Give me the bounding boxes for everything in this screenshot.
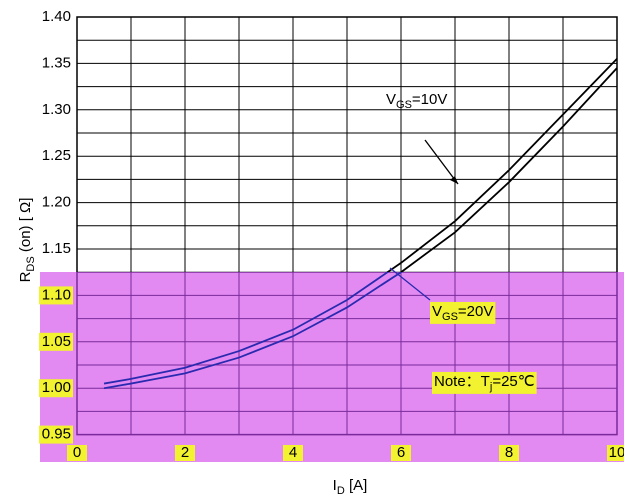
arrow-head (450, 176, 458, 184)
tick-highlight (39, 286, 73, 305)
annotation-sub: GS (396, 99, 412, 111)
annotation-sub: j (489, 381, 492, 393)
x-axis-label: ID [A] (333, 477, 368, 497)
tick-highlight (39, 379, 73, 398)
y-axis-label: RDS (on) [ Ω] (17, 198, 37, 283)
y-tick-label: 1.20 (42, 194, 71, 211)
tick-highlight (283, 445, 303, 461)
x-tick-label: 2 (181, 444, 189, 461)
y-axis-label-main: R (17, 271, 34, 282)
tick-highlight (607, 445, 624, 461)
annotation-arrow (424, 139, 459, 185)
annotation: Note：Tj=25℃ (434, 373, 535, 393)
tick-highlight (67, 445, 87, 461)
tick-highlight (39, 425, 73, 444)
x-tick-label: 4 (289, 444, 297, 461)
y-tick-label: 1.05 (42, 333, 71, 350)
y-tick-label: 1.15 (42, 240, 71, 257)
y-tick-label: 1.00 (42, 379, 71, 396)
series-line (103, 58, 618, 385)
annotation-rest: =10V (412, 91, 447, 108)
series-line (103, 67, 618, 390)
y-tick-label: 0.95 (42, 426, 71, 443)
y-axis-label-rest: (on) [ Ω] (17, 198, 34, 257)
label-highlight (430, 301, 496, 324)
plot-frame (76, 16, 618, 436)
label-highlight (432, 371, 537, 394)
x-tick-label: 6 (397, 444, 405, 461)
annotation-main: V (432, 303, 442, 320)
y-tick-label: 1.40 (42, 8, 71, 25)
tick-highlight (39, 332, 73, 351)
tick-highlight (499, 445, 519, 461)
annotation-arrow (389, 267, 431, 301)
y-tick-label: 1.25 (42, 147, 71, 164)
tick-highlight (175, 445, 195, 461)
y-axis-label-sub: DS (25, 256, 37, 271)
x-axis-label-sub: D (337, 485, 345, 497)
annotation-rest: =20V (458, 303, 493, 320)
annotation-main: V (386, 91, 396, 108)
x-tick-label: 8 (505, 444, 513, 461)
annotation: VGS=10V (386, 91, 447, 111)
y-tick-label: 1.35 (42, 54, 71, 71)
x-axis-label-main: I (333, 477, 337, 494)
x-axis-label-rest: [A] (345, 477, 368, 494)
y-tick-label: 1.10 (42, 286, 71, 303)
annotation-main: Note：T (434, 373, 490, 390)
tick-highlight (391, 445, 411, 461)
y-tick-label: 1.30 (42, 101, 71, 118)
annotation-rest: =25℃ (492, 373, 534, 390)
annotation: VGS=20V (432, 303, 493, 323)
glitch-band (40, 272, 624, 462)
x-tick-label: 10 (609, 444, 624, 461)
annotation-sub: GS (442, 311, 458, 323)
x-tick-label: 0 (73, 444, 81, 461)
